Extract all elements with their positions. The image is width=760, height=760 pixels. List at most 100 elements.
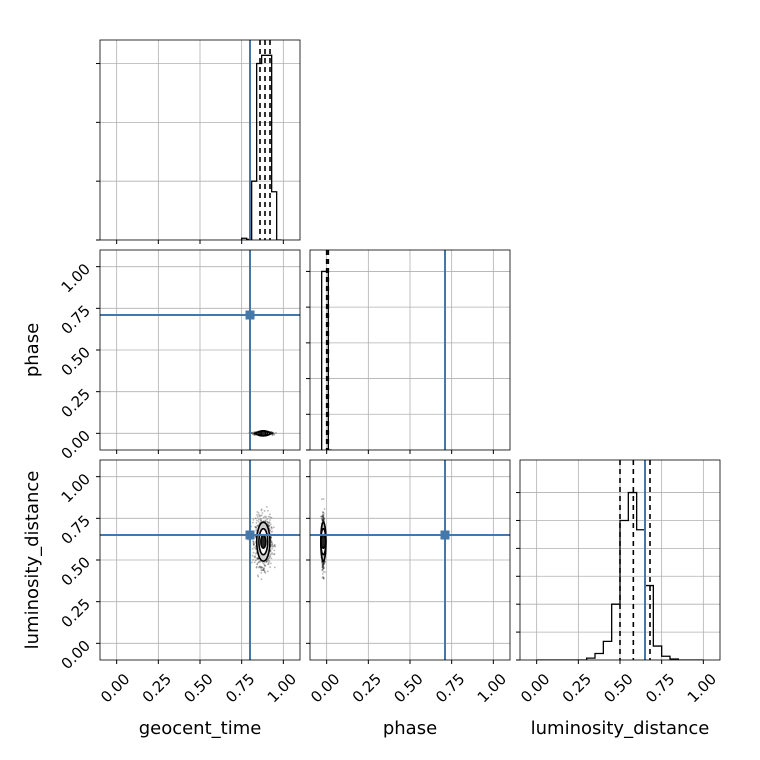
sample-point	[322, 520, 325, 522]
sample-point	[255, 566, 258, 569]
sample-point	[267, 563, 269, 566]
sample-point	[256, 563, 259, 566]
sample-point	[261, 566, 264, 569]
sample-point	[260, 569, 263, 572]
sample-point	[322, 577, 325, 580]
density-contour	[260, 534, 267, 549]
sample-point	[261, 566, 263, 568]
sample-point	[322, 561, 325, 564]
panel-content	[310, 460, 510, 660]
sample-point	[321, 564, 324, 567]
sample-point	[324, 560, 326, 563]
sample-point	[272, 433, 274, 436]
x-tick-label: 0.75	[222, 670, 258, 706]
x-tick-label: 0.50	[180, 670, 216, 706]
sample-point	[267, 521, 269, 524]
sample-point	[270, 431, 273, 433]
sample-point	[271, 544, 274, 547]
sample-point	[322, 511, 324, 513]
sample-point	[250, 432, 253, 435]
sample-point	[321, 519, 324, 522]
sample-point	[322, 519, 324, 522]
sample-point	[253, 546, 256, 549]
sample-point	[271, 547, 273, 550]
sample-point	[252, 518, 255, 521]
sample-point	[273, 526, 275, 529]
sample-point	[257, 575, 260, 578]
sample-point	[322, 576, 325, 579]
sample-point	[250, 432, 253, 435]
sample-point	[253, 543, 256, 545]
sample-point	[269, 554, 272, 557]
x-tick-label: 0.75	[432, 670, 468, 706]
truth-marker	[245, 530, 255, 540]
sample-point	[322, 513, 325, 516]
sample-point	[254, 432, 257, 435]
sample-point	[252, 551, 255, 554]
panel-phase-luminosity_distance: 0.00 0.25 0.50 0.75 1.00	[306, 459, 511, 706]
sample-point	[252, 542, 255, 545]
sample-point	[262, 569, 265, 571]
sample-point	[260, 508, 263, 511]
sample-point	[322, 563, 325, 565]
sample-point	[252, 540, 255, 543]
sample-point	[255, 530, 258, 532]
sample-point	[320, 498, 323, 501]
sample-point	[322, 516, 325, 518]
sample-point	[260, 578, 263, 581]
sample-point	[253, 432, 256, 435]
panel-frame	[519, 459, 721, 661]
sample-point	[262, 563, 265, 565]
sample-point	[253, 561, 256, 564]
sample-point	[322, 563, 325, 566]
sample-point	[264, 515, 266, 518]
sample-point	[271, 434, 274, 437]
sample-point	[255, 526, 258, 529]
sample-point	[323, 562, 326, 565]
sample-point	[262, 516, 265, 519]
sample-point	[268, 521, 271, 524]
sample-point	[322, 517, 325, 520]
sample-point	[270, 557, 273, 560]
sample-point	[251, 554, 254, 557]
sample-point	[260, 514, 263, 517]
density-contour	[260, 430, 267, 437]
sample-point	[253, 433, 256, 435]
sample-point	[321, 561, 324, 564]
sample-point	[322, 511, 324, 514]
sample-point	[267, 515, 270, 518]
sample-point	[322, 576, 325, 578]
sample-point	[270, 526, 273, 529]
sample-point	[262, 568, 265, 571]
sample-point	[273, 433, 276, 436]
sample-point	[257, 520, 260, 523]
sample-point	[270, 541, 273, 544]
sample-point	[322, 514, 325, 517]
sample-point	[267, 522, 269, 524]
sample-point	[256, 515, 259, 518]
sample-point	[254, 517, 257, 520]
sample-point	[254, 547, 257, 549]
sample-point	[254, 535, 257, 538]
panel-content	[100, 250, 300, 450]
x-tick-label: 0.75	[642, 670, 678, 706]
sample-point	[254, 433, 257, 436]
sample-point	[254, 432, 257, 435]
sample-point	[253, 434, 256, 437]
sample-point	[253, 433, 256, 435]
sample-point	[258, 565, 261, 568]
sample-point	[322, 562, 324, 564]
y-tick-label: 0.25	[58, 385, 94, 421]
sample-point	[322, 519, 324, 521]
panel-phase-phase	[306, 249, 511, 454]
sample-point	[271, 543, 273, 546]
sample-point	[265, 516, 268, 518]
panel-geocent_time-luminosity_distance: 0.000.250.500.751.000.00 0.25 0.50 0.75 1.00	[58, 459, 301, 706]
sample-point	[256, 556, 259, 559]
sample-point	[320, 515, 323, 518]
sample-point	[321, 566, 324, 568]
sample-point	[252, 544, 255, 547]
sample-point	[255, 528, 258, 531]
sample-point	[256, 524, 259, 527]
sample-point	[263, 571, 266, 573]
